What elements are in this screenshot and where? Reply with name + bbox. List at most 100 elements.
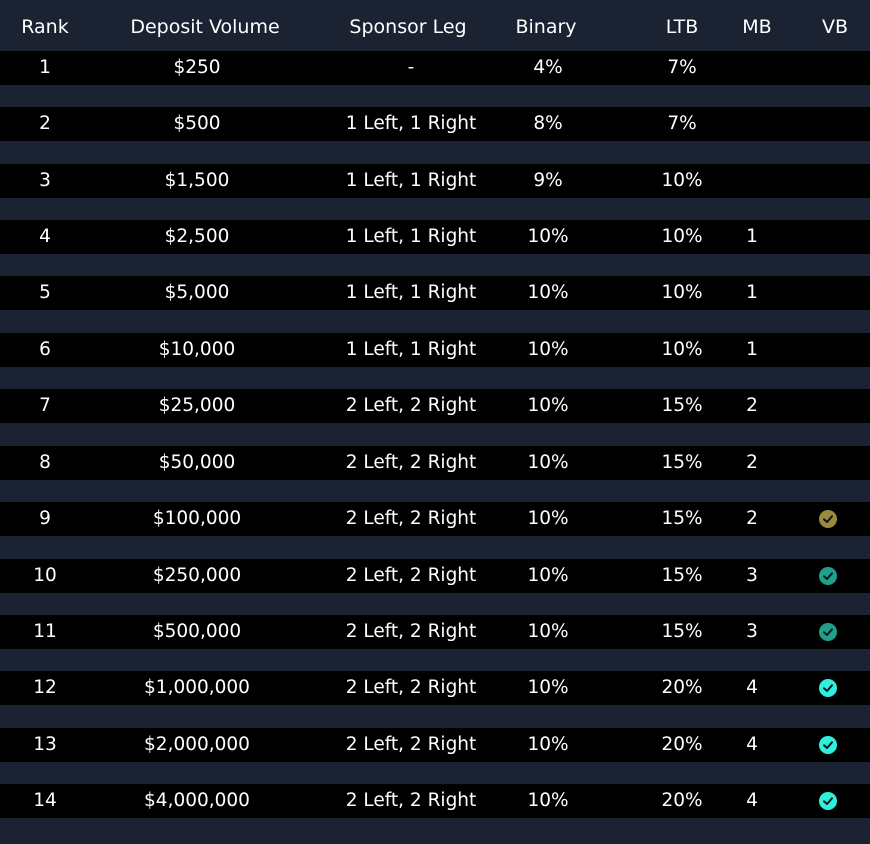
cell-binary: 4% <box>533 57 563 78</box>
cell-ltb: 15% <box>661 565 703 586</box>
check-circle-icon <box>819 623 837 641</box>
cell-rank: 2 <box>39 113 51 134</box>
check-circle-icon <box>819 510 837 528</box>
cell-mb: 3 <box>746 565 758 586</box>
cell-deposit: $50,000 <box>158 452 236 473</box>
cell-sponsor: 2 Left, 2 Right <box>345 565 477 586</box>
cell-mb: 4 <box>746 734 758 755</box>
table-row: 10 $250,000 2 Left, 2 Right 10% 15% 3 <box>0 559 870 593</box>
cell-deposit: $500 <box>173 113 221 134</box>
cell-binary: 10% <box>527 508 569 529</box>
cell-rank: 3 <box>39 170 51 191</box>
table-row: 9 $100,000 2 Left, 2 Right 10% 15% 2 <box>0 502 870 536</box>
cell-binary: 10% <box>527 621 569 642</box>
cell-deposit: $500,000 <box>152 621 242 642</box>
table-row: 7 $25,000 2 Left, 2 Right 10% 15% 2 <box>0 389 870 423</box>
cell-deposit: $10,000 <box>158 339 236 360</box>
cell-binary: 10% <box>527 395 569 416</box>
cell-mb: 4 <box>746 677 758 698</box>
cell-deposit: $250,000 <box>152 565 242 586</box>
table-row: 4 $2,500 1 Left, 1 Right 10% 10% 1 <box>0 220 870 254</box>
cell-ltb: 20% <box>661 790 703 811</box>
cell-ltb: 15% <box>661 395 703 416</box>
cell-ltb: 15% <box>661 621 703 642</box>
cell-sponsor: 2 Left, 2 Right <box>345 677 477 698</box>
cell-deposit: $1,500 <box>164 170 230 191</box>
cell-binary: 8% <box>533 113 563 134</box>
cell-sponsor: 2 Left, 2 Right <box>345 452 477 473</box>
cell-ltb: 20% <box>661 677 703 698</box>
cell-rank: 8 <box>39 452 51 473</box>
cell-binary: 9% <box>533 170 563 191</box>
cell-binary: 10% <box>527 734 569 755</box>
cell-rank: 5 <box>39 282 51 303</box>
table-row: 13 $2,000,000 2 Left, 2 Right 10% 20% 4 <box>0 728 870 762</box>
cell-sponsor: - <box>407 57 415 78</box>
cell-sponsor: 1 Left, 1 Right <box>345 113 477 134</box>
cell-rank: 12 <box>33 677 57 698</box>
cell-deposit: $1,000,000 <box>144 677 250 698</box>
cell-rank: 9 <box>39 508 51 529</box>
header-mb: MB <box>742 16 772 38</box>
cell-deposit: $5,000 <box>164 282 230 303</box>
cell-ltb: 10% <box>661 339 703 360</box>
cell-rank: 13 <box>33 734 57 755</box>
cell-ltb: 20% <box>661 734 703 755</box>
cell-mb: 1 <box>746 226 758 247</box>
header-deposit: Deposit Volume <box>130 16 280 38</box>
check-circle-icon <box>819 736 837 754</box>
cell-rank: 14 <box>33 790 57 811</box>
cell-ltb: 10% <box>661 282 703 303</box>
cell-sponsor: 1 Left, 1 Right <box>345 282 477 303</box>
cell-ltb: 15% <box>661 452 703 473</box>
cell-mb: 2 <box>746 452 758 473</box>
cell-deposit: $25,000 <box>158 395 236 416</box>
check-circle-icon <box>819 679 837 697</box>
cell-binary: 10% <box>527 452 569 473</box>
table-header: Rank Deposit Volume Sponsor Leg Binary L… <box>0 0 870 52</box>
cell-ltb: 15% <box>661 508 703 529</box>
cell-binary: 10% <box>527 790 569 811</box>
cell-deposit: $100,000 <box>152 508 242 529</box>
check-circle-icon <box>819 567 837 585</box>
cell-ltb: 7% <box>667 113 697 134</box>
cell-sponsor: 1 Left, 1 Right <box>345 339 477 360</box>
cell-mb: 3 <box>746 621 758 642</box>
table-row: 6 $10,000 1 Left, 1 Right 10% 10% 1 <box>0 333 870 367</box>
table-row: 11 $500,000 2 Left, 2 Right 10% 15% 3 <box>0 615 870 649</box>
table-row: 1 $250 - 4% 7% <box>0 51 870 85</box>
header-sponsor: Sponsor Leg <box>349 16 467 38</box>
cell-ltb: 10% <box>661 226 703 247</box>
cell-mb: 2 <box>746 508 758 529</box>
cell-mb: 1 <box>746 339 758 360</box>
check-circle-icon <box>819 792 837 810</box>
cell-rank: 7 <box>39 395 51 416</box>
table-row: 3 $1,500 1 Left, 1 Right 9% 10% <box>0 164 870 198</box>
cell-rank: 10 <box>33 565 57 586</box>
table-row: 14 $4,000,000 2 Left, 2 Right 10% 20% 4 <box>0 784 870 818</box>
cell-deposit: $2,000,000 <box>144 734 250 755</box>
cell-mb: 1 <box>746 282 758 303</box>
cell-sponsor: 2 Left, 2 Right <box>345 790 477 811</box>
cell-sponsor: 1 Left, 1 Right <box>345 226 477 247</box>
cell-ltb: 10% <box>661 170 703 191</box>
cell-sponsor: 2 Left, 2 Right <box>345 734 477 755</box>
cell-deposit: $2,500 <box>164 226 230 247</box>
cell-deposit: $4,000,000 <box>144 790 250 811</box>
cell-deposit: $250 <box>173 57 221 78</box>
cell-sponsor: 2 Left, 2 Right <box>345 508 477 529</box>
cell-sponsor: 1 Left, 1 Right <box>345 170 477 191</box>
header-vb: VB <box>821 16 849 38</box>
table-row: 8 $50,000 2 Left, 2 Right 10% 15% 2 <box>0 446 870 480</box>
header-rank: Rank <box>21 16 69 38</box>
cell-binary: 10% <box>527 339 569 360</box>
cell-mb: 2 <box>746 395 758 416</box>
table-row: 2 $500 1 Left, 1 Right 8% 7% <box>0 107 870 141</box>
cell-mb: 4 <box>746 790 758 811</box>
cell-rank: 6 <box>39 339 51 360</box>
cell-sponsor: 2 Left, 2 Right <box>345 395 477 416</box>
cell-rank: 11 <box>33 621 57 642</box>
cell-binary: 10% <box>527 226 569 247</box>
table-row: 12 $1,000,000 2 Left, 2 Right 10% 20% 4 <box>0 671 870 705</box>
cell-binary: 10% <box>527 677 569 698</box>
